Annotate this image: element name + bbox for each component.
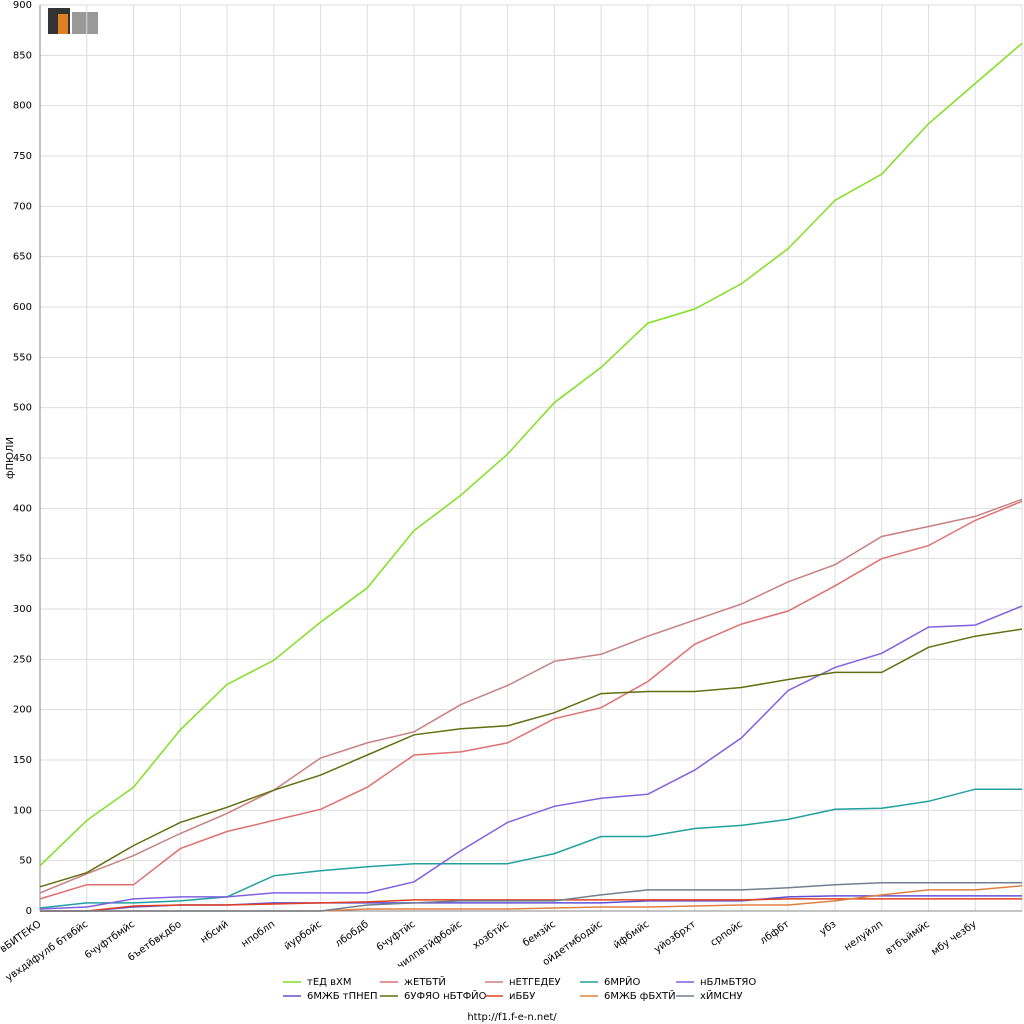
y-tick-label: 50 bbox=[19, 856, 32, 867]
y-tick-label: 650 bbox=[13, 252, 32, 263]
y-tick-label: 900 bbox=[13, 0, 32, 11]
y-tick-label: 400 bbox=[13, 503, 32, 514]
y-tick-label: 500 bbox=[13, 403, 32, 414]
series-line bbox=[39, 498, 1023, 894]
x-tick-label: хозбтйс bbox=[471, 919, 511, 952]
y-tick-label: 550 bbox=[13, 352, 32, 363]
legend-label: нЕТГЕДЕУ bbox=[509, 977, 561, 988]
x-tick-label: йфбмйс bbox=[612, 919, 652, 951]
series-line bbox=[39, 605, 1023, 910]
x-tick-label: вБИТЕКО bbox=[0, 919, 44, 955]
x-tick-label: нелуйлп bbox=[842, 919, 885, 953]
y-tick-label: 750 bbox=[13, 151, 32, 162]
x-tick-label: 6чуфтйс bbox=[375, 919, 418, 954]
x-tick-label: лбфбт bbox=[758, 919, 792, 947]
legend-label: 6МЖБ фБХТЙ bbox=[604, 989, 676, 1002]
series-line bbox=[39, 628, 1023, 888]
x-tick-label: уйозбрхт bbox=[652, 919, 698, 956]
x-tick-label: лбобдб bbox=[333, 919, 370, 950]
footer: http://f1.f-e-n.net/ bbox=[467, 1012, 557, 1023]
series-line bbox=[40, 882, 1022, 912]
series-line bbox=[40, 898, 1022, 912]
x-tick-label: бемзйс bbox=[521, 919, 558, 949]
x-tick-label: увхдйфулб 6твбйс bbox=[4, 919, 90, 984]
x-tick-label: йурбойс bbox=[282, 919, 324, 953]
x-tick-label: српойс bbox=[709, 919, 745, 949]
series-line bbox=[39, 42, 1023, 867]
legend-label: 6МРЙО bbox=[604, 975, 641, 988]
y-tick-label: 100 bbox=[13, 805, 32, 816]
y-tick-label: 600 bbox=[13, 302, 32, 313]
y-tick-label: 0 bbox=[26, 906, 32, 917]
x-tick-label: нбсий bbox=[199, 919, 231, 946]
logo bbox=[48, 8, 98, 34]
legend-label: иББУ bbox=[509, 991, 535, 1002]
legend-label: 6МЖБ тПНЕП bbox=[307, 991, 378, 1002]
x-tick-label: нпоблп bbox=[240, 919, 278, 950]
y-tick-label: 800 bbox=[13, 101, 32, 112]
x-tick-label: втбъймйс bbox=[884, 919, 932, 957]
y-tick-label: 450 bbox=[13, 453, 32, 464]
x-tick-label: убз bbox=[818, 919, 839, 938]
y-tick-label: 850 bbox=[13, 50, 32, 61]
y-tick-label: 350 bbox=[13, 554, 32, 565]
legend-label: хЙМСНУ bbox=[700, 989, 743, 1002]
legend-label: жЕТБТЙ bbox=[404, 975, 446, 988]
legend-label: нБЛмБТЯО bbox=[700, 977, 756, 988]
y-axis-label: фПЮЛИ bbox=[5, 437, 16, 479]
x-tick-label: мбу чезбу bbox=[930, 919, 979, 958]
legend-label: 6УФЯО нБТФЙО bbox=[404, 989, 487, 1002]
y-tick-label: 150 bbox=[13, 755, 32, 766]
y-tick-label: 200 bbox=[13, 705, 32, 716]
y-tick-label: 300 bbox=[13, 604, 32, 615]
series-line bbox=[39, 500, 1023, 900]
legend-label: тЕД вХМ bbox=[307, 977, 352, 988]
series-line bbox=[39, 788, 1022, 909]
y-tick-label: 700 bbox=[13, 201, 32, 212]
y-tick-label: 250 bbox=[13, 654, 32, 665]
